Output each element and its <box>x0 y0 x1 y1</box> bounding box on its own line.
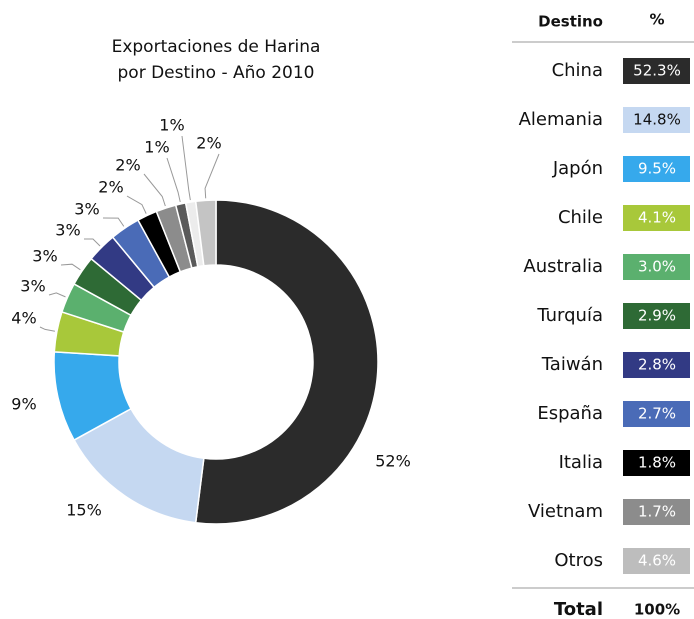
badge <box>623 254 690 280</box>
destino: Otros <box>554 550 603 571</box>
chart-title: por Destino - Año 2010 <box>118 63 315 83</box>
pct: 1.8% <box>638 454 676 472</box>
pct: 2.8% <box>638 356 676 374</box>
leader-line <box>39 326 55 332</box>
data-label: 15% <box>66 501 102 520</box>
destino: Alemania <box>519 109 603 130</box>
leader-line <box>204 153 220 199</box>
pct: 9.5% <box>638 160 676 178</box>
badge <box>623 205 690 231</box>
badge <box>623 156 690 182</box>
destino: Turquía <box>536 305 603 326</box>
destino: China <box>552 60 603 81</box>
data-label: 1% <box>144 138 169 157</box>
destino: Chile <box>558 207 603 228</box>
data-label: 2% <box>196 134 221 153</box>
leader-line <box>143 173 166 207</box>
table-footer: Total <box>554 599 603 619</box>
badge <box>623 107 690 133</box>
data-label: 3% <box>55 221 80 240</box>
destino: Vietnam <box>528 501 603 522</box>
data-label: 3% <box>32 247 57 266</box>
badge <box>623 58 690 84</box>
pct: 3.0% <box>638 258 676 276</box>
leader-line <box>60 263 81 271</box>
leader-line <box>166 157 181 203</box>
leader-line <box>102 217 125 227</box>
badge <box>623 401 690 427</box>
badge <box>623 352 690 378</box>
data-label: 4% <box>11 309 36 328</box>
data-label: 52% <box>375 452 411 471</box>
slice <box>194 199 217 267</box>
pct: 2.7% <box>638 405 676 423</box>
pct: 1.7% <box>638 503 676 521</box>
data-label: 9% <box>11 395 36 414</box>
data-label: 1% <box>159 116 184 135</box>
leader-line <box>126 195 147 214</box>
leader-line <box>181 135 191 201</box>
table-header: % <box>649 11 664 29</box>
data-label: 2% <box>115 156 140 175</box>
badge <box>623 499 690 525</box>
table-header: Destino <box>538 13 603 31</box>
pct: 4.1% <box>638 209 676 227</box>
pct: 14.8% <box>633 111 681 129</box>
table-footer: 100% <box>634 601 680 619</box>
pct: 4.6% <box>638 552 676 570</box>
chart-title: Exportaciones de Harina <box>112 37 321 57</box>
destino: Australia <box>523 256 603 277</box>
destino: España <box>537 403 603 424</box>
destino: Taiwán <box>541 354 603 375</box>
badge <box>623 548 690 574</box>
data-label: 2% <box>98 178 123 197</box>
pct: 2.9% <box>638 307 676 325</box>
slice <box>194 199 379 525</box>
destino: Japón <box>552 158 603 179</box>
badge <box>623 303 690 329</box>
leader-line <box>83 238 101 247</box>
badge <box>623 450 690 476</box>
destino: Italia <box>559 452 603 473</box>
leader-line <box>48 292 66 298</box>
data-label: 3% <box>20 277 45 296</box>
data-label: 3% <box>74 200 99 219</box>
pct: 52.3% <box>633 62 681 80</box>
